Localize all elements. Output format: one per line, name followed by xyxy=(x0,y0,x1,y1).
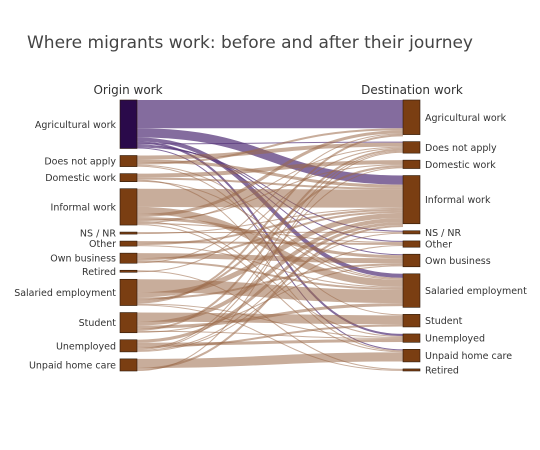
origin-node-label-3: Informal work xyxy=(51,202,117,213)
link-35[interactable] xyxy=(136,133,404,264)
link-55[interactable] xyxy=(136,167,404,350)
origin-node-1[interactable] xyxy=(119,155,138,167)
origin-node-10[interactable] xyxy=(119,339,138,353)
origin-node-label-11: Unpaid home care xyxy=(29,360,116,371)
links-layer xyxy=(136,100,404,372)
origin-node-3[interactable] xyxy=(119,188,138,226)
link-12[interactable] xyxy=(136,164,404,279)
link-52[interactable] xyxy=(136,338,404,346)
origin-node-label-0: Agricultural work xyxy=(35,120,117,131)
link-19[interactable] xyxy=(136,206,404,287)
link-17[interactable] xyxy=(136,180,404,280)
link-11[interactable] xyxy=(136,128,404,165)
origin-node-label-9: Student xyxy=(79,318,117,329)
destination-column-title: Destination work xyxy=(361,83,463,97)
origin-node-6[interactable] xyxy=(119,252,138,264)
link-21[interactable] xyxy=(136,216,404,259)
link-34[interactable] xyxy=(136,260,404,290)
origin-node-label-7: Retired xyxy=(82,267,116,278)
link-22[interactable] xyxy=(136,164,404,222)
destination-node-label-7: Salaried employment xyxy=(425,286,527,297)
origin-node-label-6: Own business xyxy=(50,254,116,265)
origin-node-8[interactable] xyxy=(119,278,138,306)
origin-node-label-4: NS / NR xyxy=(80,229,116,240)
origin-node-label-8: Salaried employment xyxy=(14,288,116,299)
destination-node-label-2: Domestic work xyxy=(425,160,496,171)
origin-node-11[interactable] xyxy=(119,358,138,372)
destination-node-label-4: NS / NR xyxy=(425,228,461,239)
destination-node-1[interactable] xyxy=(402,141,421,154)
link-54[interactable] xyxy=(136,150,404,349)
link-59[interactable] xyxy=(136,225,404,370)
link-14[interactable] xyxy=(136,160,404,178)
destination-node-8[interactable] xyxy=(402,314,421,328)
origin-node-label-1: Does not apply xyxy=(44,157,116,168)
link-48[interactable] xyxy=(136,148,404,331)
destination-node-label-1: Does not apply xyxy=(425,143,497,154)
destination-node-9[interactable] xyxy=(402,333,421,343)
destination-node-3[interactable] xyxy=(402,175,421,225)
link-56[interactable] xyxy=(136,232,404,351)
link-30[interactable] xyxy=(136,208,404,246)
link-1[interactable] xyxy=(136,128,404,185)
origin-node-4[interactable] xyxy=(119,231,138,235)
link-53[interactable] xyxy=(136,324,404,348)
origin-column-title: Origin work xyxy=(93,83,162,97)
link-60[interactable] xyxy=(136,151,404,372)
destination-node-6[interactable] xyxy=(402,253,421,268)
destination-node-4[interactable] xyxy=(402,230,421,235)
destination-node-label-6: Own business xyxy=(425,256,491,267)
link-20[interactable] xyxy=(136,130,404,217)
destination-node-11[interactable] xyxy=(402,368,421,372)
origin-node-9[interactable] xyxy=(119,312,138,334)
destination-node-label-11: Retired xyxy=(425,365,459,376)
link-23[interactable] xyxy=(136,221,404,337)
destination-node-0[interactable] xyxy=(402,99,421,135)
link-31[interactable] xyxy=(136,245,404,288)
destination-node-label-5: Other xyxy=(425,240,452,251)
origin-node-7[interactable] xyxy=(119,269,138,273)
link-28[interactable] xyxy=(136,207,404,235)
link-42[interactable] xyxy=(136,134,404,304)
link-24[interactable] xyxy=(136,146,404,224)
origin-node-label-2: Domestic work xyxy=(45,173,116,184)
destination-node-10[interactable] xyxy=(402,349,421,363)
link-46[interactable] xyxy=(136,217,404,326)
link-51[interactable] xyxy=(136,222,404,343)
chart-title: Where migrants work: before and after th… xyxy=(27,33,473,53)
destination-node-7[interactable] xyxy=(402,273,421,308)
origin-node-2[interactable] xyxy=(119,173,138,182)
destination-node-5[interactable] xyxy=(402,240,421,248)
origin-node-label-10: Unemployed xyxy=(56,341,116,352)
destination-node-2[interactable] xyxy=(402,159,421,169)
origin-node-5[interactable] xyxy=(119,240,138,247)
destination-node-label-9: Unemployed xyxy=(425,334,485,345)
labels-layer: Origin work Destination work Agricultura… xyxy=(14,83,527,376)
destination-node-label-3: Informal work xyxy=(425,195,491,206)
link-9[interactable] xyxy=(136,142,404,160)
origin-node-label-5: Other xyxy=(89,239,116,250)
link-49[interactable] xyxy=(136,330,404,339)
link-44[interactable] xyxy=(136,304,404,371)
link-37[interactable] xyxy=(136,147,404,273)
destination-node-label-8: Student xyxy=(425,316,463,327)
destination-node-label-10: Unpaid home care xyxy=(425,351,512,362)
link-39[interactable] xyxy=(136,212,404,298)
destination-node-label-0: Agricultural work xyxy=(425,113,507,124)
link-47[interactable] xyxy=(136,303,404,329)
link-7[interactable] xyxy=(136,146,404,232)
nodes-layer xyxy=(119,99,421,372)
link-15[interactable] xyxy=(136,177,404,190)
origin-node-0[interactable] xyxy=(119,99,138,149)
